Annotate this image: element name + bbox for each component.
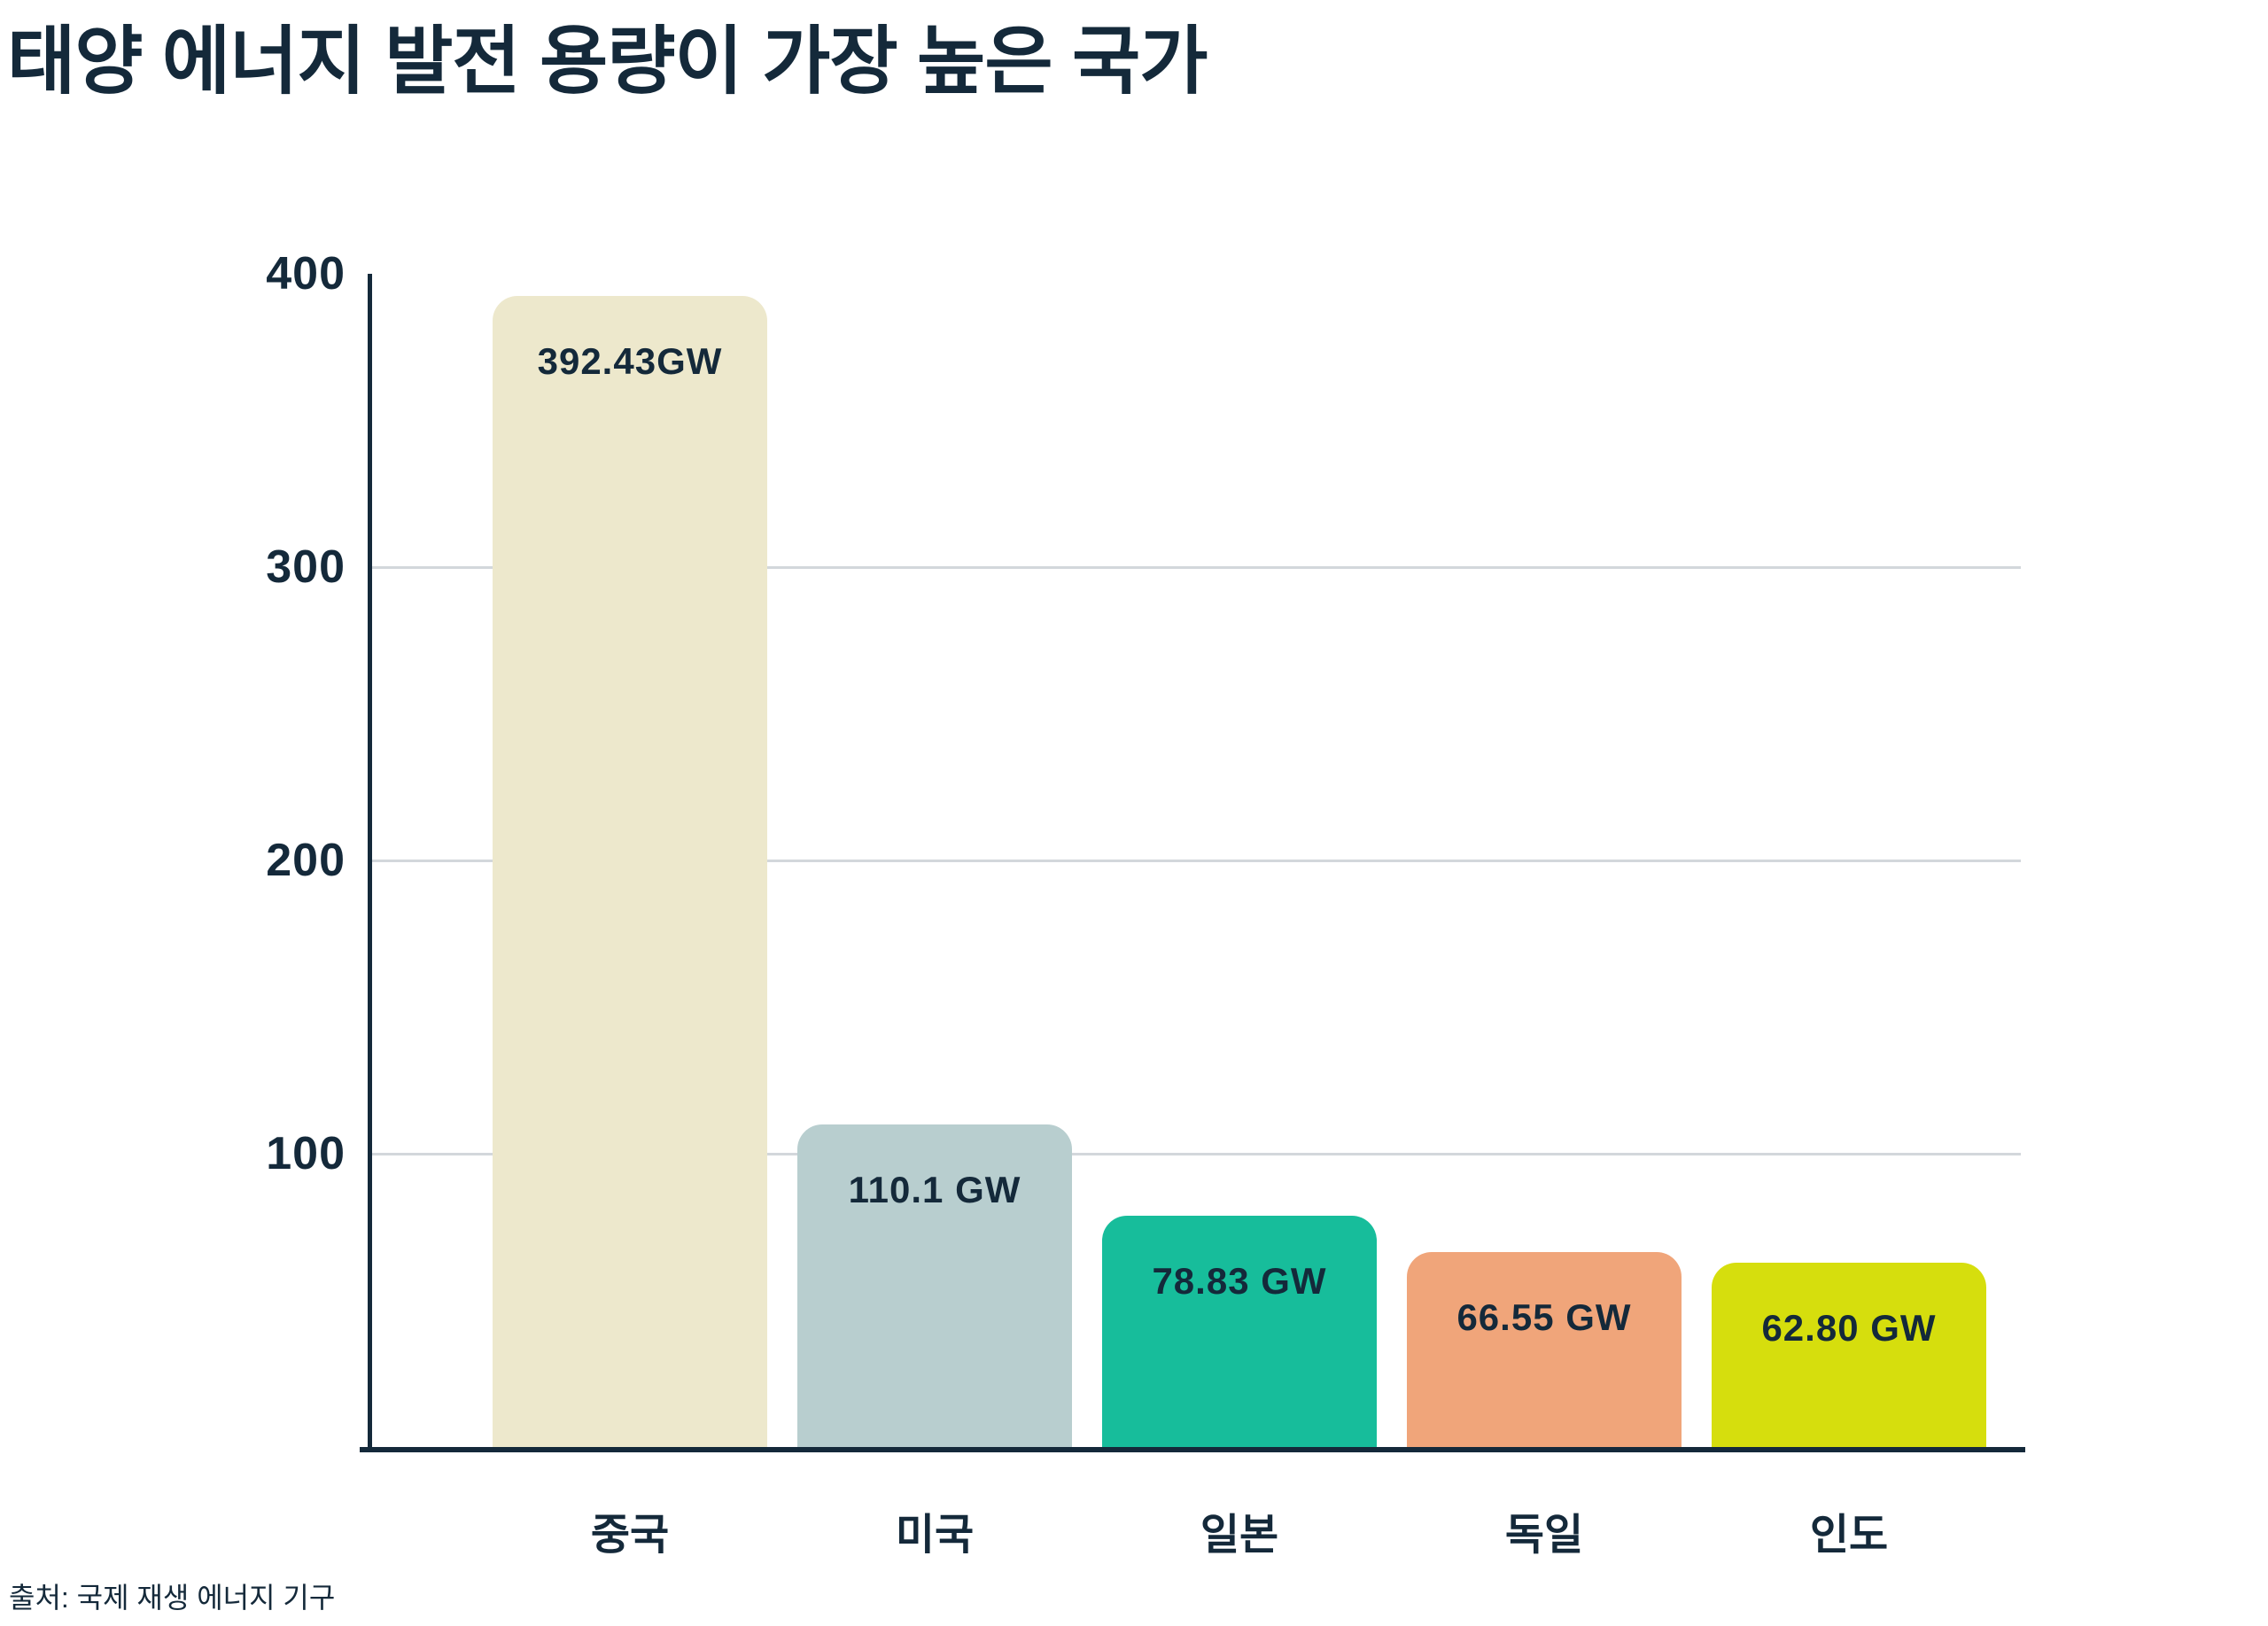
gridline-300 xyxy=(372,566,2021,569)
gridline-200 xyxy=(372,860,2021,862)
bar-일본: 78.83 GW xyxy=(1102,1216,1377,1447)
chart-title: 태양 에너지 발전 용량이 가장 높은 국가 xyxy=(7,19,1208,103)
y-tick-label-400: 400 xyxy=(266,248,346,300)
bar-value-label: 78.83 GW xyxy=(1152,1260,1327,1303)
source-note: 출처: 국제 재생 에너지 기구 xyxy=(9,1582,336,1614)
bar-인도: 62.80 GW xyxy=(1712,1263,1986,1447)
bar-value-label: 62.80 GW xyxy=(1761,1307,1937,1350)
x-axis-label-미국: 미국 xyxy=(895,1512,975,1559)
bar-value-label: 110.1 GW xyxy=(848,1168,1021,1210)
x-axis-label-일본: 일본 xyxy=(1200,1512,1279,1559)
x-axis-label-중국: 중국 xyxy=(590,1512,670,1559)
bar-중국: 392.43GW xyxy=(493,296,767,1447)
x-axis-line xyxy=(360,1447,2025,1452)
y-tick-label-100: 100 xyxy=(266,1128,346,1179)
gridline-100 xyxy=(372,1153,2021,1155)
bar-value-label: 392.43GW xyxy=(537,340,723,383)
bar-미국: 110.1 GW xyxy=(797,1124,1072,1447)
x-axis-label-인도: 인도 xyxy=(1809,1512,1889,1559)
bar-독일: 66.55 GW xyxy=(1407,1251,1682,1447)
y-tick-label-300: 300 xyxy=(266,541,346,593)
y-axis-line xyxy=(368,274,372,1452)
bar-value-label: 66.55 GW xyxy=(1456,1295,1632,1338)
y-tick-label-200: 200 xyxy=(266,835,346,886)
x-axis-label-독일: 독일 xyxy=(1504,1512,1584,1559)
